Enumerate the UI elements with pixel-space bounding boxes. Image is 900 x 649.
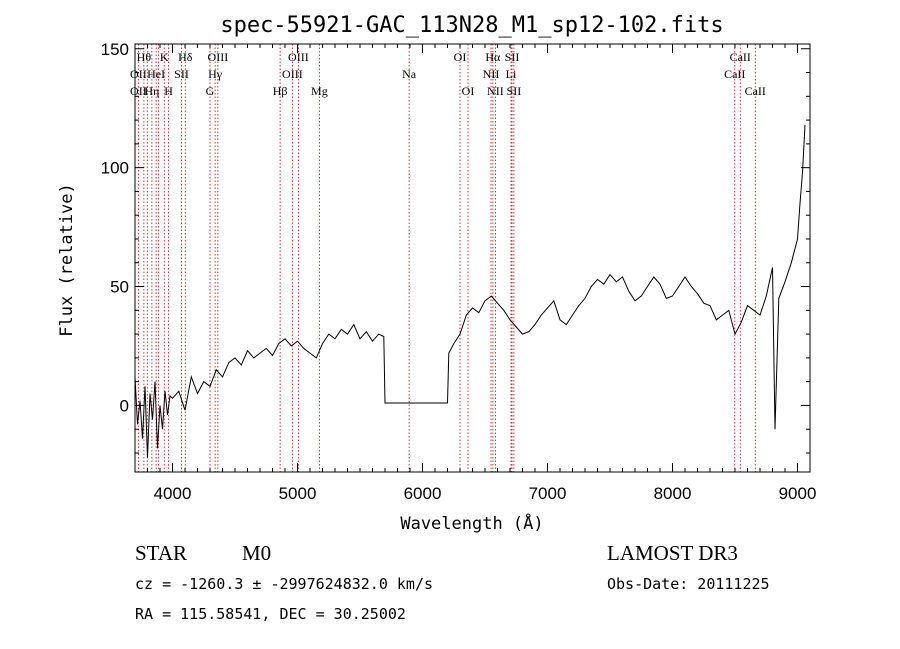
line-marker-label: Na: [402, 67, 417, 81]
x-tick-label: 6000: [404, 484, 442, 503]
line-marker-label: OII: [130, 84, 147, 98]
line-marker-label: Hα: [485, 50, 501, 64]
observation-date: Obs-Date: 20111225: [607, 575, 770, 593]
spectral-line-markers: [137, 44, 756, 472]
spectral-line-labels: OIIOIIHθHηHeIKHSIIHδGHγOIIIHβOIIIOIIIMgN…: [130, 50, 766, 98]
line-marker-label: Mg: [311, 84, 328, 98]
line-marker-label: OI: [462, 84, 475, 98]
line-marker-label: SII: [174, 67, 189, 81]
line-marker-label: NII: [483, 67, 500, 81]
y-tick-label: 50: [110, 278, 129, 297]
object-class: STAR: [135, 541, 187, 565]
x-tick-label: 8000: [654, 484, 692, 503]
redshift-info: cz = -1260.3 ± -2997624832.0 km/s: [135, 575, 433, 593]
spectrum-line: [134, 124, 806, 458]
line-marker-label: OIII: [288, 50, 309, 64]
line-marker-label: SII: [505, 50, 520, 64]
line-marker-label: Li: [506, 67, 517, 81]
line-marker-label: OII: [130, 67, 147, 81]
line-marker-label: K: [160, 50, 169, 64]
x-tick-label: 5000: [279, 484, 317, 503]
y-tick-label: 100: [101, 159, 129, 178]
line-marker-label: OI: [454, 50, 467, 64]
x-axis-label: Wavelength (Å): [400, 512, 543, 534]
coordinates: RA = 115.58541, DEC = 30.25002: [135, 605, 406, 623]
line-marker-label: OIII: [282, 67, 303, 81]
x-tick-label: 4000: [154, 484, 192, 503]
line-marker-label: CaII: [745, 84, 766, 98]
line-marker-label: SII: [507, 84, 522, 98]
chart-title: spec-55921-GAC_113N28_M1_sp12-102.fits: [220, 13, 723, 38]
line-marker-label: Hδ: [178, 50, 193, 64]
x-tick-label: 7000: [529, 484, 567, 503]
y-tick-label: 0: [120, 396, 129, 415]
line-marker-label: G: [206, 84, 215, 98]
line-marker-label: Hγ: [208, 67, 223, 81]
line-marker-label: CaII: [724, 67, 745, 81]
line-marker-label: OIII: [208, 50, 229, 64]
line-marker-label: Hη: [144, 84, 159, 98]
x-tick-label: 9000: [779, 484, 817, 503]
line-marker-label: HeI: [147, 67, 165, 81]
line-marker-label: H: [164, 84, 173, 98]
object-subclass: M0: [242, 541, 271, 565]
line-marker-label: Hθ: [137, 50, 152, 64]
y-tick-label: 150: [101, 40, 129, 59]
plot-frame: [134, 43, 811, 473]
y-axis-label: Flux (relative): [57, 183, 77, 337]
line-marker-label: NII: [487, 84, 504, 98]
line-marker-label: Hβ: [273, 84, 288, 98]
axis-ticks: 4000 5000 6000 7000 8000 9000 0 50 100 150: [101, 40, 817, 503]
survey-name: LAMOST DR3: [607, 541, 738, 565]
line-marker-label: CaII: [730, 50, 751, 64]
